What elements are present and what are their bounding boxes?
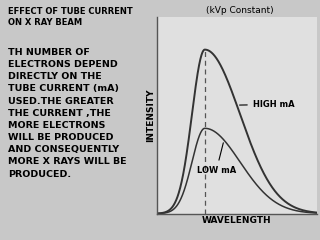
Y-axis label: INTENSITY: INTENSITY (147, 89, 156, 142)
Text: (kVp Constant): (kVp Constant) (206, 6, 274, 15)
Text: LOW mA: LOW mA (197, 143, 236, 175)
X-axis label: WAVELENGTH: WAVELENGTH (202, 216, 272, 225)
Text: EFFECT OF TUBE CURRENT
ON X RAY BEAM: EFFECT OF TUBE CURRENT ON X RAY BEAM (8, 7, 132, 27)
Text: TH NUMBER OF
ELECTRONS DEPEND
DIRECTLY ON THE
TUBE CURRENT (mA)
USED.THE GREATER: TH NUMBER OF ELECTRONS DEPEND DIRECTLY O… (8, 48, 126, 179)
Text: HIGH mA: HIGH mA (240, 100, 294, 109)
